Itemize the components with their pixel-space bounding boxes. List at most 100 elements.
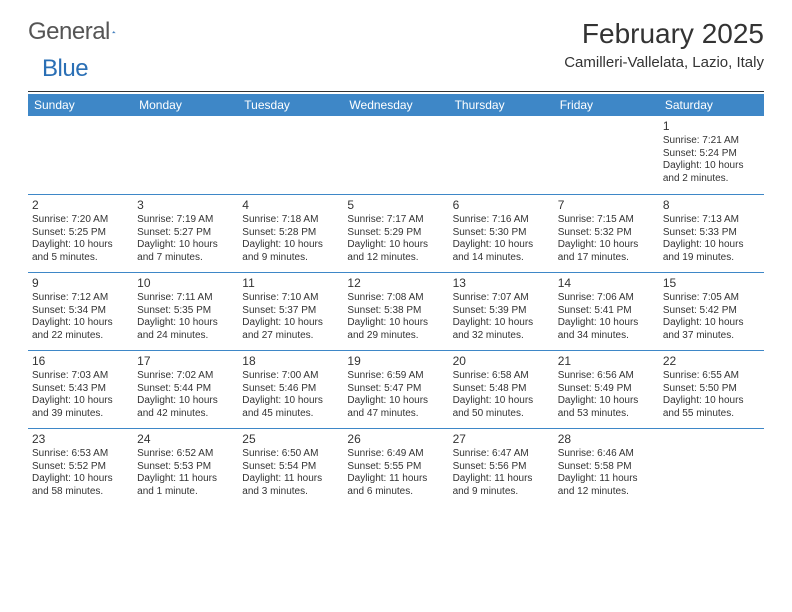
day-cell: 5Sunrise: 7:17 AMSunset: 5:29 PMDaylight…	[343, 194, 448, 272]
daylight-line: Daylight: 10 hours and 58 minutes.	[32, 473, 129, 498]
logo-sail-icon	[112, 23, 116, 41]
daylight-line: Daylight: 10 hours and 39 minutes.	[32, 395, 129, 420]
daylight-line: Daylight: 10 hours and 12 minutes.	[347, 239, 444, 264]
day-cell: 17Sunrise: 7:02 AMSunset: 5:44 PMDayligh…	[133, 350, 238, 428]
daylight-line: Daylight: 11 hours and 12 minutes.	[558, 473, 655, 498]
empty-cell	[133, 116, 238, 194]
day-cell: 19Sunrise: 6:59 AMSunset: 5:47 PMDayligh…	[343, 350, 448, 428]
day-number: 12	[347, 276, 444, 291]
sunrise-line: Sunrise: 7:10 AM	[242, 292, 339, 305]
sunrise-line: Sunrise: 7:18 AM	[242, 214, 339, 227]
sunset-line: Sunset: 5:55 PM	[347, 461, 444, 474]
daylight-line: Daylight: 10 hours and 24 minutes.	[137, 317, 234, 342]
logo: General	[28, 18, 136, 46]
sunrise-line: Sunrise: 7:21 AM	[663, 135, 760, 148]
daylight-line: Daylight: 10 hours and 47 minutes.	[347, 395, 444, 420]
day-number: 13	[453, 276, 550, 291]
sunrise-line: Sunrise: 7:03 AM	[32, 370, 129, 383]
sunrise-line: Sunrise: 7:15 AM	[558, 214, 655, 227]
day-number: 2	[32, 198, 129, 213]
daylight-line: Daylight: 10 hours and 55 minutes.	[663, 395, 760, 420]
sunrise-line: Sunrise: 6:58 AM	[453, 370, 550, 383]
weekday-header: Sunday Monday Tuesday Wednesday Thursday…	[28, 94, 764, 116]
day-cell: 11Sunrise: 7:10 AMSunset: 5:37 PMDayligh…	[238, 272, 343, 350]
sunrise-line: Sunrise: 7:17 AM	[347, 214, 444, 227]
weekday-saturday: Saturday	[659, 94, 764, 116]
daylight-line: Daylight: 10 hours and 5 minutes.	[32, 239, 129, 264]
day-number: 18	[242, 354, 339, 369]
calendar-page: General February 2025 Camilleri-Vallelat…	[0, 0, 792, 524]
day-number: 4	[242, 198, 339, 213]
day-cell: 9Sunrise: 7:12 AMSunset: 5:34 PMDaylight…	[28, 272, 133, 350]
sunset-line: Sunset: 5:38 PM	[347, 305, 444, 318]
title-block: February 2025 Camilleri-Vallelata, Lazio…	[564, 18, 764, 71]
daylight-line: Daylight: 10 hours and 2 minutes.	[663, 160, 760, 185]
daylight-line: Daylight: 10 hours and 32 minutes.	[453, 317, 550, 342]
daylight-line: Daylight: 10 hours and 50 minutes.	[453, 395, 550, 420]
day-number: 15	[663, 276, 760, 291]
day-number: 9	[32, 276, 129, 291]
day-cell: 16Sunrise: 7:03 AMSunset: 5:43 PMDayligh…	[28, 350, 133, 428]
logo-word-1: General	[28, 18, 110, 46]
empty-cell	[238, 116, 343, 194]
day-cell: 15Sunrise: 7:05 AMSunset: 5:42 PMDayligh…	[659, 272, 764, 350]
weekday-tuesday: Tuesday	[238, 94, 343, 116]
empty-cell	[28, 116, 133, 194]
day-cell: 14Sunrise: 7:06 AMSunset: 5:41 PMDayligh…	[554, 272, 659, 350]
weekday-sunday: Sunday	[28, 94, 133, 116]
weekday-monday: Monday	[133, 94, 238, 116]
sunset-line: Sunset: 5:32 PM	[558, 227, 655, 240]
day-cell: 8Sunrise: 7:13 AMSunset: 5:33 PMDaylight…	[659, 194, 764, 272]
empty-cell	[343, 116, 448, 194]
sunset-line: Sunset: 5:39 PM	[453, 305, 550, 318]
sunset-line: Sunset: 5:53 PM	[137, 461, 234, 474]
day-number: 6	[453, 198, 550, 213]
daylight-line: Daylight: 11 hours and 9 minutes.	[453, 473, 550, 498]
day-cell: 12Sunrise: 7:08 AMSunset: 5:38 PMDayligh…	[343, 272, 448, 350]
day-number: 5	[347, 198, 444, 213]
day-number: 24	[137, 432, 234, 447]
sunset-line: Sunset: 5:46 PM	[242, 383, 339, 396]
sunset-line: Sunset: 5:27 PM	[137, 227, 234, 240]
sunrise-line: Sunrise: 6:59 AM	[347, 370, 444, 383]
day-number: 11	[242, 276, 339, 291]
day-cell: 26Sunrise: 6:49 AMSunset: 5:55 PMDayligh…	[343, 428, 448, 506]
day-number: 25	[242, 432, 339, 447]
daylight-line: Daylight: 10 hours and 17 minutes.	[558, 239, 655, 264]
day-cell: 27Sunrise: 6:47 AMSunset: 5:56 PMDayligh…	[449, 428, 554, 506]
daylight-line: Daylight: 11 hours and 6 minutes.	[347, 473, 444, 498]
sunset-line: Sunset: 5:30 PM	[453, 227, 550, 240]
sunrise-line: Sunrise: 7:06 AM	[558, 292, 655, 305]
daylight-line: Daylight: 10 hours and 42 minutes.	[137, 395, 234, 420]
sunset-line: Sunset: 5:58 PM	[558, 461, 655, 474]
day-number: 27	[453, 432, 550, 447]
sunrise-line: Sunrise: 6:47 AM	[453, 448, 550, 461]
daylight-line: Daylight: 10 hours and 29 minutes.	[347, 317, 444, 342]
day-cell: 22Sunrise: 6:55 AMSunset: 5:50 PMDayligh…	[659, 350, 764, 428]
sunrise-line: Sunrise: 7:20 AM	[32, 214, 129, 227]
empty-cell	[554, 116, 659, 194]
sunset-line: Sunset: 5:34 PM	[32, 305, 129, 318]
day-cell: 7Sunrise: 7:15 AMSunset: 5:32 PMDaylight…	[554, 194, 659, 272]
sunset-line: Sunset: 5:28 PM	[242, 227, 339, 240]
calendar-grid: 1Sunrise: 7:21 AMSunset: 5:24 PMDaylight…	[28, 116, 764, 506]
daylight-line: Daylight: 10 hours and 34 minutes.	[558, 317, 655, 342]
sunset-line: Sunset: 5:42 PM	[663, 305, 760, 318]
day-number: 20	[453, 354, 550, 369]
sunrise-line: Sunrise: 7:19 AM	[137, 214, 234, 227]
sunrise-line: Sunrise: 6:49 AM	[347, 448, 444, 461]
sunrise-line: Sunrise: 6:46 AM	[558, 448, 655, 461]
day-cell: 25Sunrise: 6:50 AMSunset: 5:54 PMDayligh…	[238, 428, 343, 506]
sunrise-line: Sunrise: 6:53 AM	[32, 448, 129, 461]
daylight-line: Daylight: 11 hours and 3 minutes.	[242, 473, 339, 498]
day-number: 7	[558, 198, 655, 213]
sunrise-line: Sunrise: 7:16 AM	[453, 214, 550, 227]
day-number: 16	[32, 354, 129, 369]
sunrise-line: Sunrise: 6:56 AM	[558, 370, 655, 383]
location: Camilleri-Vallelata, Lazio, Italy	[564, 54, 764, 71]
sunset-line: Sunset: 5:52 PM	[32, 461, 129, 474]
day-cell: 13Sunrise: 7:07 AMSunset: 5:39 PMDayligh…	[449, 272, 554, 350]
weekday-wednesday: Wednesday	[343, 94, 448, 116]
sunset-line: Sunset: 5:29 PM	[347, 227, 444, 240]
day-number: 3	[137, 198, 234, 213]
